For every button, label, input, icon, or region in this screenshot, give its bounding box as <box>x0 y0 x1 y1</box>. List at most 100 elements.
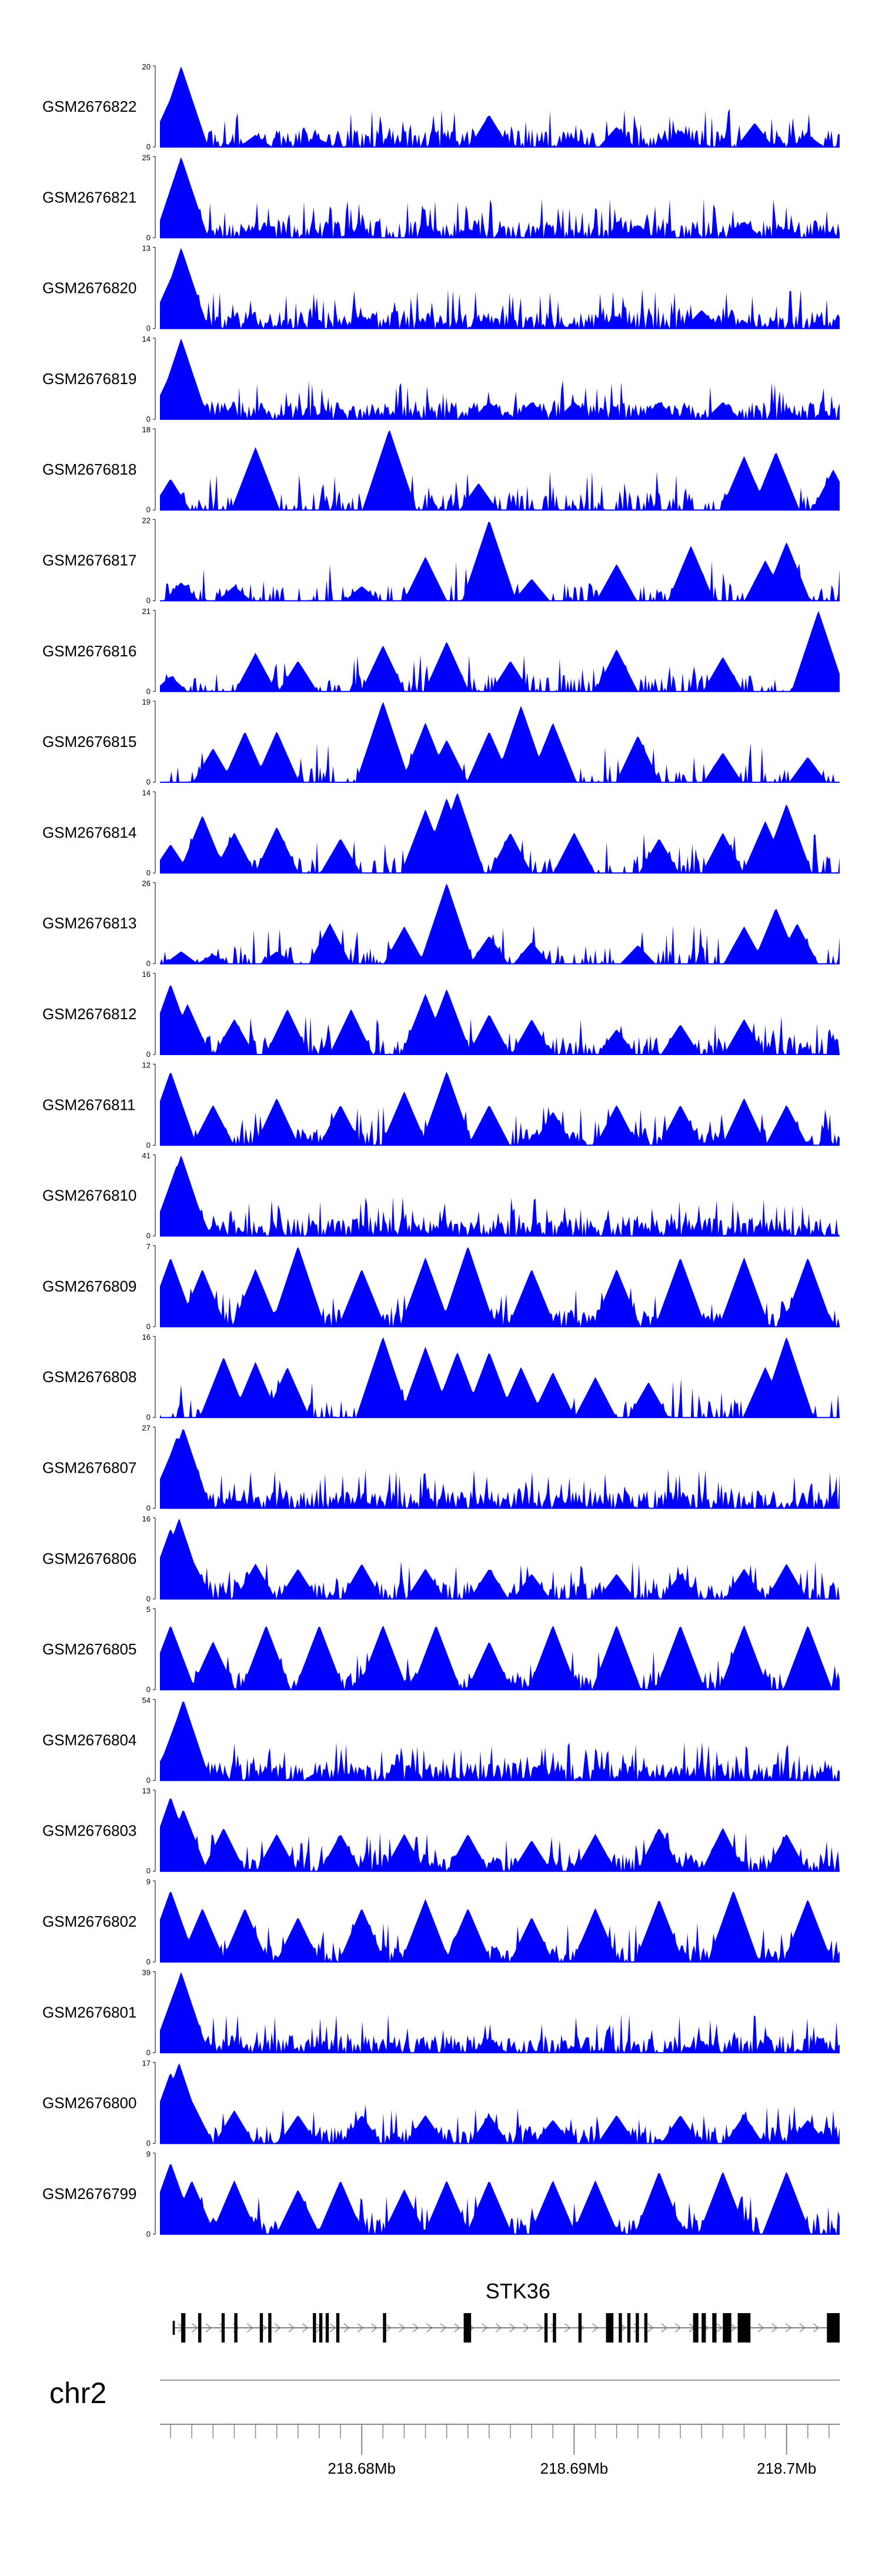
strand-chevron <box>771 2323 778 2333</box>
track-GSM2676799: GSM2676799 9 0 <box>42 2150 840 2238</box>
track-label: GSM2676815 <box>42 733 136 750</box>
track-GSM2676808: GSM2676808 16 0 <box>42 1333 840 1422</box>
coverage-area <box>160 883 840 964</box>
strand-chevron <box>426 2323 433 2333</box>
coverage-area <box>160 610 840 692</box>
track-GSM2676822: GSM2676822 20 0 <box>42 62 840 151</box>
track-label: GSM2676813 <box>42 915 136 932</box>
y-max-label: 14 <box>142 335 151 343</box>
strand-chevron <box>757 2323 764 2333</box>
y-zero-label: 0 <box>146 1776 151 1784</box>
exon <box>827 2313 840 2343</box>
track-GSM2676810: GSM2676810 41 0 <box>42 1152 840 1240</box>
exon <box>172 2321 175 2335</box>
y-max-label: 20 <box>142 62 151 71</box>
track-label: GSM2676800 <box>42 2094 136 2112</box>
y-max-label: 9 <box>146 1877 151 1886</box>
y-zero-label: 0 <box>146 142 151 151</box>
strand-chevron <box>550 2323 557 2333</box>
track-label: GSM2676817 <box>42 552 136 569</box>
strand-chevron <box>523 2323 530 2333</box>
strand-chevron <box>412 2323 419 2333</box>
y-zero-label: 0 <box>146 2139 151 2148</box>
coverage-area <box>160 1798 840 1871</box>
exon <box>234 2313 238 2343</box>
exon <box>181 2313 186 2343</box>
track-label: GSM2676821 <box>42 188 136 206</box>
strand-chevron <box>564 2323 571 2333</box>
coverage-area <box>160 1891 840 1962</box>
exon <box>723 2313 731 2343</box>
y-max-label: 25 <box>142 153 151 162</box>
exon <box>644 2313 648 2343</box>
coverage-area <box>160 1247 840 1327</box>
y-max-label: 16 <box>142 1514 151 1523</box>
strand-chevron <box>219 2323 226 2333</box>
y-zero-label: 0 <box>146 1140 151 1149</box>
track-label: GSM2676807 <box>42 1459 136 1477</box>
exon <box>693 2313 699 2343</box>
strand-chevron <box>440 2323 447 2333</box>
strand-chevron <box>482 2323 488 2333</box>
axis-ticks: 218.68Mb 218.69Mb 218.7Mb <box>160 2380 840 2477</box>
y-zero-label: 0 <box>146 2048 151 2057</box>
track-GSM2676804: GSM2676804 54 0 <box>42 1696 840 1784</box>
track-GSM2676809: GSM2676809 7 0 <box>42 1242 840 1331</box>
y-max-label: 54 <box>142 1696 151 1704</box>
exon <box>383 2313 386 2343</box>
gene-model <box>172 2313 840 2343</box>
strand-chevron <box>358 2323 364 2333</box>
y-max-label: 16 <box>142 1333 151 1342</box>
coverage-area <box>160 1701 840 1781</box>
track-label: GSM2676809 <box>42 1277 136 1295</box>
coverage-area <box>160 1625 840 1690</box>
exon <box>463 2313 472 2343</box>
exon <box>319 2313 323 2343</box>
coverage-area <box>160 1972 840 2053</box>
exon <box>259 2313 263 2343</box>
track-GSM2676813: GSM2676813 26 0 <box>42 879 840 968</box>
x-tick-label: 218.7Mb <box>757 2460 816 2477</box>
strand-chevron <box>330 2323 336 2333</box>
track-label: GSM2676808 <box>42 1368 136 1386</box>
track-GSM2676800: GSM2676800 17 0 <box>42 2059 840 2148</box>
y-max-label: 16 <box>142 970 151 979</box>
y-max-label: 41 <box>142 1152 151 1160</box>
coverage-area <box>160 2164 840 2234</box>
y-zero-label: 0 <box>146 1322 151 1331</box>
track-label: GSM2676811 <box>42 1096 136 1113</box>
strand-chevron <box>730 2323 737 2333</box>
y-zero-label: 0 <box>146 2230 151 2238</box>
x-tick-label: 218.68Mb <box>328 2460 396 2477</box>
exon <box>712 2313 717 2343</box>
strand-chevron <box>454 2323 460 2333</box>
coverage-area <box>160 1519 840 1599</box>
strand-chevron <box>288 2323 295 2333</box>
y-zero-label: 0 <box>146 868 151 877</box>
y-max-label: 12 <box>142 1060 151 1069</box>
track-label: GSM2676816 <box>42 642 136 660</box>
y-max-label: 26 <box>142 879 151 888</box>
y-zero-label: 0 <box>146 1867 151 1876</box>
strand-chevron <box>716 2323 723 2333</box>
strand-chevron <box>275 2323 281 2333</box>
coverage-area <box>160 1337 840 1418</box>
y-zero-label: 0 <box>146 505 151 514</box>
strand-chevron <box>799 2323 806 2333</box>
track-GSM2676812: GSM2676812 16 0 <box>42 970 840 1059</box>
strand-chevron <box>785 2323 792 2333</box>
track-label: GSM2676805 <box>42 1640 136 1658</box>
y-max-label: 13 <box>142 244 151 253</box>
y-zero-label: 0 <box>146 1413 151 1422</box>
y-zero-label: 0 <box>146 233 151 242</box>
strand-chevron <box>302 2323 309 2333</box>
y-zero-label: 0 <box>146 324 151 333</box>
track-GSM2676821: GSM2676821 25 0 <box>42 153 840 242</box>
y-zero-label: 0 <box>146 1050 151 1059</box>
track-GSM2676802: GSM2676802 9 0 <box>42 1877 840 1966</box>
y-zero-label: 0 <box>146 1504 151 1513</box>
strand-chevron <box>205 2323 212 2333</box>
coverage-area <box>160 1429 840 1509</box>
gene-track: STK36 <box>172 2279 840 2343</box>
